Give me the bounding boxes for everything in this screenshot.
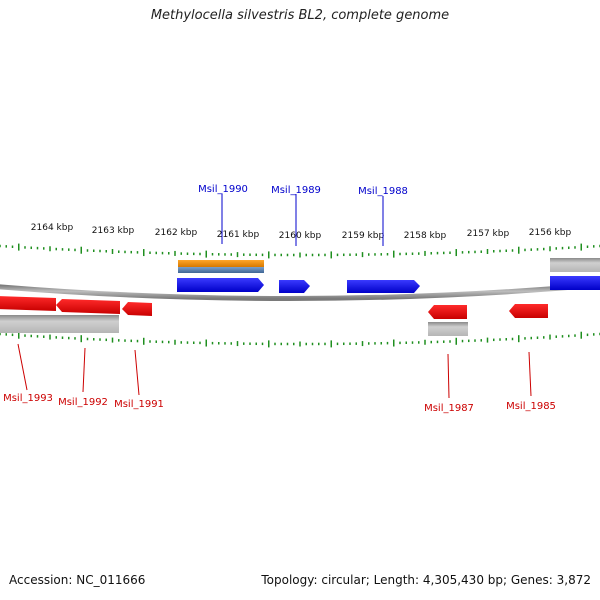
forward-gene-labels: Msil_1990 Msil_1989 Msil_1988	[198, 184, 408, 246]
grey-feature-left-bottom[interactable]	[0, 315, 119, 333]
gene-arrow-msil-1988[interactable]	[347, 280, 420, 293]
scale-label: 2158 kbp	[404, 231, 447, 241]
gene-label-msil-1992[interactable]: Msil_1992	[58, 397, 108, 408]
scale-label: 2157 kbp	[467, 229, 510, 239]
scale-label: 2160 kbp	[279, 231, 322, 241]
grey-feature-right-top[interactable]	[550, 258, 600, 272]
map-title: Methylocella silvestris BL2, complete ge…	[150, 8, 450, 23]
gene-label-msil-1989[interactable]: Msil_1989	[271, 185, 321, 196]
gene-arrow-right-edge[interactable]	[550, 276, 600, 290]
steel-feature[interactable]	[178, 267, 264, 273]
reverse-gene-labels: Msil_1993 Msil_1992 Msil_1991 Msil_1987 …	[3, 343, 556, 414]
gene-label-msil-1987[interactable]: Msil_1987	[424, 403, 474, 414]
scale-label: 2161 kbp	[217, 230, 260, 240]
accession-text: Accession: NC_011666	[9, 573, 146, 587]
summary-text: Topology: circular; Length: 4,305,430 bp…	[261, 573, 591, 587]
gene-arrow-msil-1991[interactable]	[122, 302, 152, 316]
scale-label: 2156 kbp	[529, 228, 572, 238]
reverse-strand-features	[0, 296, 548, 336]
forward-strand-features	[177, 258, 600, 293]
gene-arrow-msil-1985[interactable]	[509, 304, 548, 318]
label-leader	[17, 343, 28, 391]
upper-tick-track	[0, 243, 600, 259]
gene-label-msil-1990[interactable]: Msil_1990	[198, 184, 248, 195]
label-leader	[528, 351, 532, 397]
scale-label: 2163 kbp	[92, 226, 135, 236]
gene-arrow-msil-1990[interactable]	[177, 278, 264, 292]
gene-arrow-msil-1989[interactable]	[279, 280, 310, 293]
grey-feature-mid-bottom[interactable]	[428, 322, 468, 336]
gene-label-msil-1985[interactable]: Msil_1985	[506, 401, 556, 412]
lower-tick-track	[0, 331, 600, 348]
gene-label-msil-1993[interactable]: Msil_1993	[3, 393, 53, 404]
gene-arrow-msil-1992[interactable]	[56, 299, 120, 314]
label-leader	[447, 353, 450, 399]
gene-arrow-msil-1987[interactable]	[428, 305, 467, 319]
orange-feature[interactable]	[178, 260, 264, 267]
label-leader	[134, 349, 140, 396]
scale-label: 2162 kbp	[155, 228, 198, 238]
scale-label: 2164 kbp	[31, 223, 74, 233]
gene-label-msil-1988[interactable]: Msil_1988	[358, 186, 408, 197]
scale-label: 2159 kbp	[342, 231, 385, 241]
scale-labels: 2164 kbp 2163 kbp 2162 kbp 2161 kbp 2160…	[31, 223, 572, 241]
label-leader	[82, 347, 86, 393]
gene-arrow-msil-1993[interactable]	[0, 296, 56, 311]
genome-backbone	[0, 282, 600, 302]
gene-label-msil-1991[interactable]: Msil_1991	[114, 399, 164, 410]
